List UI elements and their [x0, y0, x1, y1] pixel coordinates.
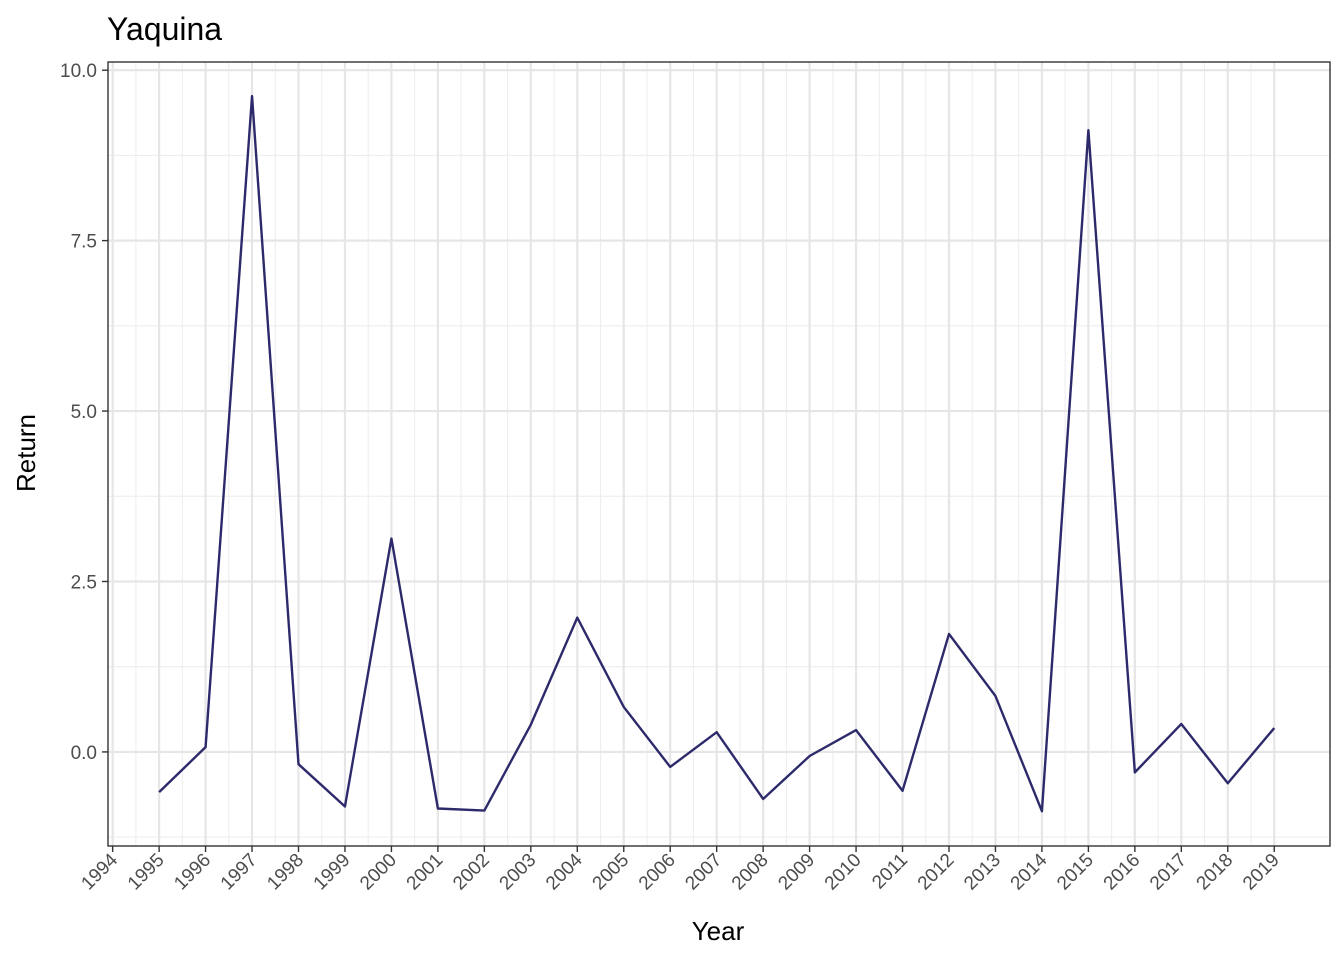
x-tick-label: 2001: [403, 850, 448, 895]
x-tick-label: 2017: [1146, 850, 1191, 895]
series-layer: [158, 94, 1276, 813]
x-tick-label: 2014: [1007, 849, 1052, 894]
x-tick-label: 2009: [774, 850, 819, 895]
x-tick-label: 1999: [310, 850, 355, 895]
y-tick-label: 10.0: [60, 61, 97, 82]
x-tick-label: 1996: [170, 850, 215, 895]
x-tick-label: 2005: [589, 850, 634, 895]
x-tick-label: 2012: [914, 850, 959, 895]
x-tick-label: 2003: [496, 850, 541, 895]
x-tick-label: 2015: [1053, 850, 1098, 895]
x-tick-label: 2013: [960, 850, 1005, 895]
x-tick-label: 2004: [542, 849, 587, 894]
x-tick-label: 2011: [868, 850, 912, 894]
x-tick-label: 1997: [217, 850, 262, 895]
grid: [108, 62, 1330, 846]
x-tick-label: 2007: [681, 850, 726, 895]
x-axis-title: Year: [692, 916, 745, 946]
x-tick-label: 1998: [263, 850, 308, 895]
y-tick-label: 0.0: [71, 743, 97, 764]
x-tick-label: 2016: [1100, 850, 1145, 895]
x-tick-label: 2002: [449, 850, 494, 895]
y-tick-label: 5.0: [71, 402, 97, 423]
x-tick-label: 1994: [77, 849, 122, 894]
x-tick-label: 2000: [356, 850, 401, 895]
plot-panel-border: [107, 61, 1331, 847]
y-tick-label: 2.5: [71, 572, 97, 593]
x-tick-label: 2006: [635, 850, 680, 895]
x-tick-label: 2010: [821, 850, 866, 895]
x-tick-label: 1995: [124, 850, 169, 895]
x-tick-label: 2019: [1239, 850, 1284, 895]
y-tick-label: 7.5: [71, 232, 97, 253]
series-line: [158, 94, 1276, 813]
axis-ticks: 0.0 2.5 5.0 7.5 10.0 1994 1995 1996 1997 1998 1999…: [60, 61, 1284, 894]
x-tick-label: 2018: [1193, 850, 1238, 895]
x-tick-label: 2008: [728, 850, 773, 895]
y-axis-title: Return: [11, 414, 41, 492]
chart-title: Yaquina: [107, 11, 222, 47]
